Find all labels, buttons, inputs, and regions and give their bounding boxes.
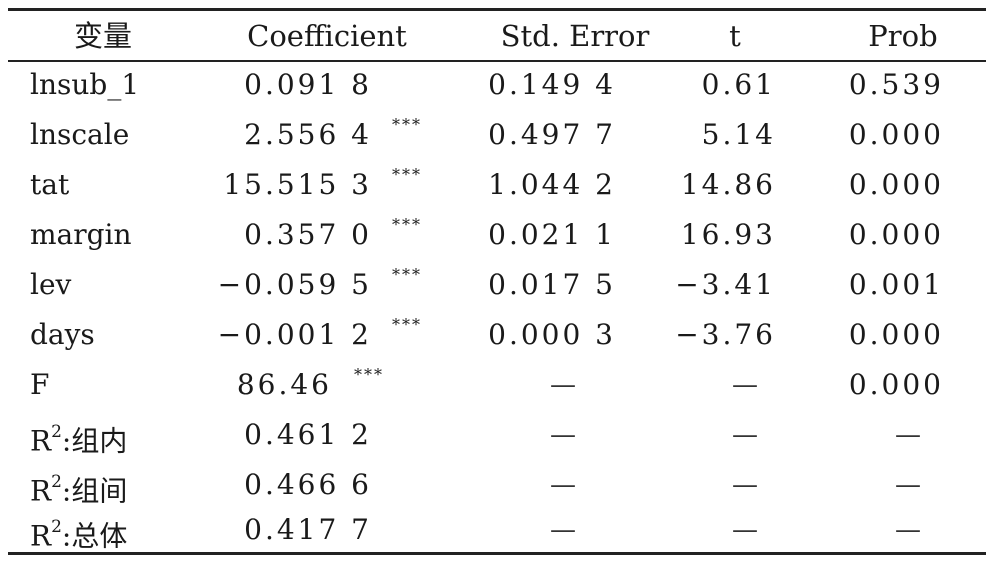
header-t: t bbox=[729, 19, 741, 53]
stat-value: 0.461 2 bbox=[244, 418, 372, 451]
stat-value: 0.466 6 bbox=[244, 468, 372, 501]
empty-dash: — bbox=[732, 370, 758, 400]
row-prob: 0.001 bbox=[848, 268, 944, 301]
row-prob: 0.539 bbox=[848, 68, 944, 101]
stat-row-r2-overall: R2:总体 0.417 7 — — — bbox=[8, 505, 986, 555]
stat-label: R2:组间 bbox=[30, 472, 128, 508]
row-coefficient: 15.515 3 bbox=[223, 168, 372, 201]
row-coefficient: −0.001 2 bbox=[217, 318, 372, 351]
row-prob: 0.000 bbox=[848, 318, 944, 351]
row-std-error: 0.497 7 bbox=[488, 118, 616, 151]
row-std-error: 1.044 2 bbox=[488, 168, 616, 201]
stat-row-r2-between: R2:组间 0.466 6 — — — bbox=[8, 460, 986, 510]
row-coefficient: 0.357 0 bbox=[244, 218, 372, 251]
row-std-error: 0.017 5 bbox=[488, 268, 616, 301]
header-coefficient: Coefficient bbox=[247, 19, 407, 53]
empty-dash: — bbox=[732, 515, 758, 545]
stat-prob: 0.000 bbox=[848, 368, 944, 401]
row-variable: margin bbox=[30, 218, 132, 251]
empty-dash: — bbox=[550, 515, 576, 545]
row-std-error: 0.000 3 bbox=[488, 318, 616, 351]
stat-label: F bbox=[30, 368, 50, 401]
header-variable: 变量 bbox=[74, 19, 133, 53]
stat-row-f: F 86.46 *** — — 0.000 bbox=[8, 360, 986, 410]
header-rule bbox=[8, 60, 986, 62]
header-prob: Prob bbox=[868, 19, 938, 53]
row-variable: lev bbox=[30, 268, 72, 301]
row-t: 14.86 bbox=[680, 168, 776, 201]
row-prob: 0.000 bbox=[848, 218, 944, 251]
row-variable: lnscale bbox=[30, 118, 130, 151]
row-prob: 0.000 bbox=[848, 118, 944, 151]
empty-dash: — bbox=[895, 470, 921, 500]
bottom-rule bbox=[8, 552, 986, 555]
empty-dash: — bbox=[550, 420, 576, 450]
empty-dash: — bbox=[732, 470, 758, 500]
regression-table: 变量 Coefficient Std. Error t Prob lnsub_1… bbox=[8, 8, 986, 555]
table-row: days −0.001 2 *** 0.000 3 −3.76 0.000 bbox=[8, 310, 986, 360]
row-coefficient: 0.091 8 bbox=[244, 68, 372, 101]
table-row: lev −0.059 5 *** 0.017 5 −3.41 0.001 bbox=[8, 260, 986, 310]
stat-label: R2:组内 bbox=[30, 422, 128, 458]
stat-value: 86.46 bbox=[236, 368, 332, 401]
header-row: 变量 Coefficient Std. Error t Prob bbox=[8, 11, 986, 61]
stat-row-r2-within: R2:组内 0.461 2 — — — bbox=[8, 410, 986, 460]
significance-stars: *** bbox=[392, 115, 422, 134]
row-prob: 0.000 bbox=[848, 168, 944, 201]
row-t: −3.76 bbox=[675, 318, 776, 351]
row-t: 16.93 bbox=[680, 218, 776, 251]
empty-dash: — bbox=[732, 420, 758, 450]
significance-stars: *** bbox=[392, 315, 422, 334]
header-std-error: Std. Error bbox=[500, 19, 650, 53]
row-t: 5.14 bbox=[701, 118, 776, 151]
top-rule bbox=[8, 8, 986, 11]
table-row: lnsub_1 0.091 8 0.149 4 0.61 0.539 bbox=[8, 60, 986, 110]
significance-stars: *** bbox=[392, 265, 422, 284]
significance-stars: *** bbox=[392, 215, 422, 234]
row-coefficient: −0.059 5 bbox=[217, 268, 372, 301]
row-t: 0.61 bbox=[701, 68, 776, 101]
table-row: margin 0.357 0 *** 0.021 1 16.93 0.000 bbox=[8, 210, 986, 260]
empty-dash: — bbox=[895, 515, 921, 545]
empty-dash: — bbox=[550, 470, 576, 500]
row-variable: tat bbox=[30, 168, 70, 201]
table-row: lnscale 2.556 4 *** 0.497 7 5.14 0.000 bbox=[8, 110, 986, 160]
row-t: −3.41 bbox=[675, 268, 776, 301]
significance-stars: *** bbox=[354, 365, 384, 384]
empty-dash: — bbox=[895, 420, 921, 450]
row-variable: days bbox=[30, 318, 95, 351]
empty-dash: — bbox=[550, 370, 576, 400]
row-std-error: 0.021 1 bbox=[488, 218, 616, 251]
stat-value: 0.417 7 bbox=[244, 513, 372, 546]
row-std-error: 0.149 4 bbox=[488, 68, 616, 101]
stat-label: R2:总体 bbox=[30, 517, 128, 553]
significance-stars: *** bbox=[392, 165, 422, 184]
table-row: tat 15.515 3 *** 1.044 2 14.86 0.000 bbox=[8, 160, 986, 210]
row-coefficient: 2.556 4 bbox=[244, 118, 372, 151]
row-variable: lnsub_1 bbox=[30, 68, 140, 101]
